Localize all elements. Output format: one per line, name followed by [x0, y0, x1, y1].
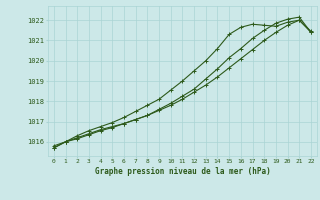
X-axis label: Graphe pression niveau de la mer (hPa): Graphe pression niveau de la mer (hPa): [94, 167, 270, 176]
